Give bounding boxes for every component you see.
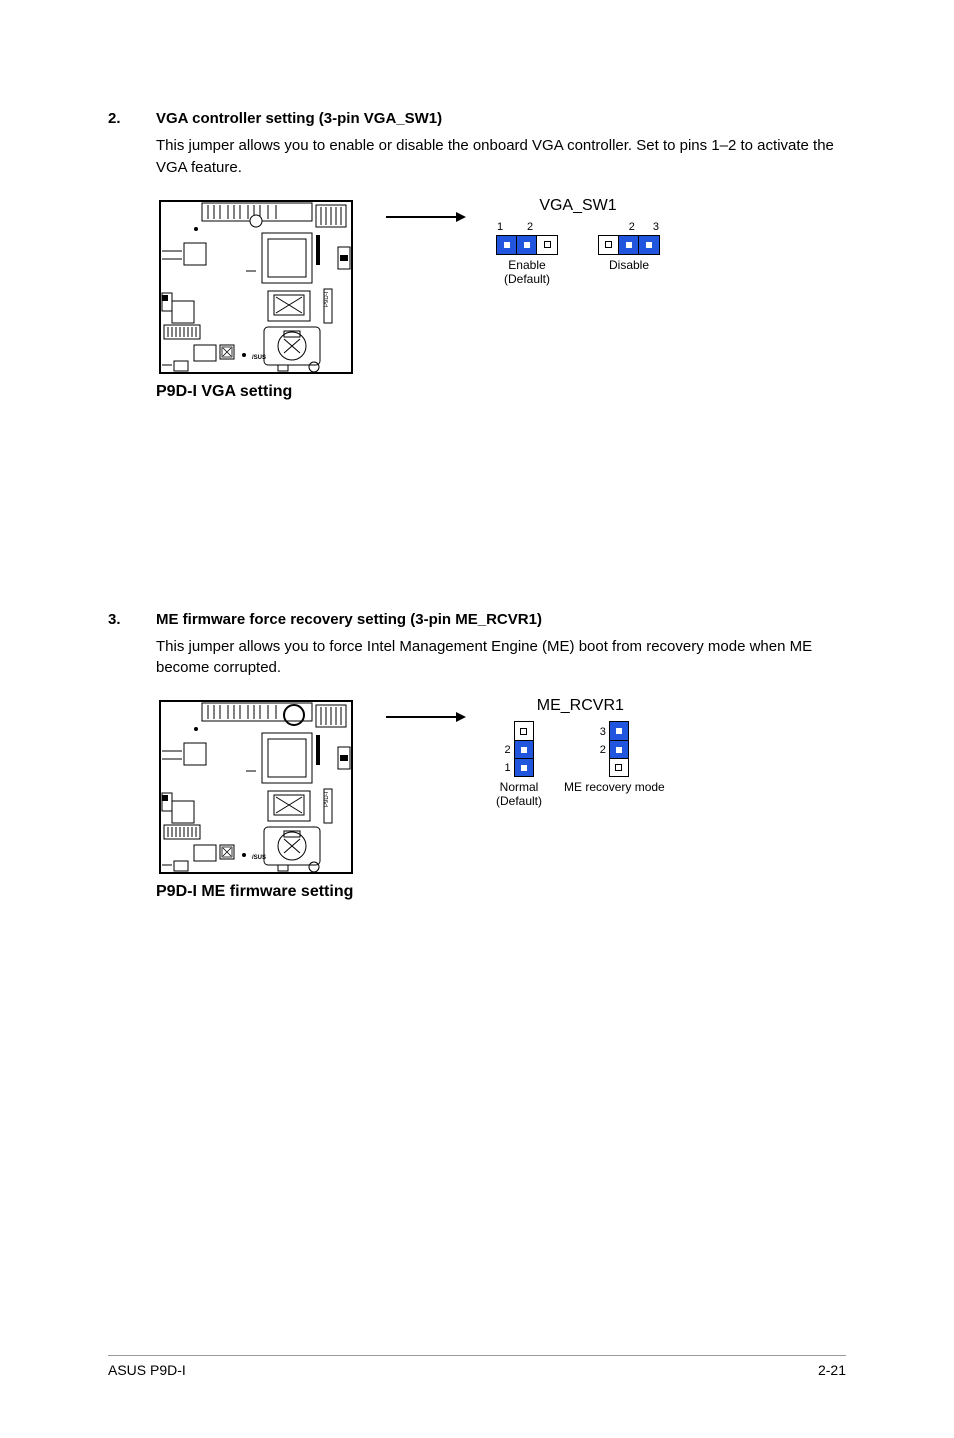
jumper-diagram: ME_RCVR1 1 2 — [496, 697, 665, 809]
pin-spacer — [600, 759, 606, 777]
pin — [610, 722, 628, 740]
pin-labels: 2 3 — [599, 221, 659, 233]
section-body: This jumper allows you to force Intel Ma… — [156, 636, 846, 680]
diagram-row: P9D-I /SUS P9D-I — [156, 697, 846, 901]
jumper-label-line: ME recovery mode — [564, 780, 665, 794]
pin — [517, 236, 537, 254]
pin-labels: 1 2 — [497, 221, 557, 233]
pin-spacer — [504, 723, 510, 741]
section-number: 3. — [108, 611, 156, 628]
section-title: VGA controller setting (3-pin VGA_SW1) — [156, 110, 442, 127]
jumper-option-recovery: 2 3 ME recovery mode — [564, 721, 665, 794]
section-title: ME firmware force recovery setting (3-pi… — [156, 611, 542, 628]
section-vga: 2. VGA controller setting (3-pin VGA_SW1… — [108, 110, 846, 401]
pin-num: 2 — [629, 221, 635, 233]
footer-left: ASUS P9D-I — [108, 1362, 186, 1378]
pin-group — [496, 235, 558, 255]
jumper-label-line: Enable — [504, 258, 550, 272]
jumper-label-line: (Default) — [496, 794, 542, 808]
section-body: This jumper allows you to enable or disa… — [156, 135, 846, 179]
pin-num: 2 — [504, 741, 510, 759]
arrow-icon — [386, 707, 466, 727]
svg-text:P9D-I: P9D-I — [324, 791, 330, 807]
pin — [619, 236, 639, 254]
jumper-option-disable: 2 3 Disable — [598, 221, 660, 272]
pin — [515, 740, 533, 758]
jumper-label: Normal (Default) — [496, 780, 542, 809]
jumper-options: 1 2 Enable (Default) — [496, 221, 660, 287]
pin — [515, 758, 533, 776]
pin — [599, 236, 619, 254]
motherboard-diagram: P9D-I /SUS — [156, 197, 356, 401]
mobo-svg: P9D-I /SUS — [156, 697, 356, 877]
vopt-inner: 1 2 — [504, 721, 533, 777]
vopt-inner: 2 3 — [600, 721, 629, 777]
motherboard-diagram: P9D-I /SUS P9D-I — [156, 697, 356, 901]
page-footer: ASUS P9D-I 2-21 — [108, 1355, 846, 1378]
jumper-label-line: Normal — [496, 780, 542, 794]
mobo-svg: P9D-I /SUS — [156, 197, 356, 377]
pin — [639, 236, 659, 254]
pin-num: 2 — [527, 221, 533, 233]
section-header: 2. VGA controller setting (3-pin VGA_SW1… — [108, 110, 846, 127]
jumper-label: Disable — [609, 258, 649, 272]
diagram-caption: P9D-I ME firmware setting — [156, 883, 356, 901]
section-me: 3. ME firmware force recovery setting (3… — [108, 611, 846, 902]
pin — [515, 722, 533, 740]
arrow-icon — [386, 207, 466, 227]
pin — [497, 236, 517, 254]
section-header: 3. ME firmware force recovery setting (3… — [108, 611, 846, 628]
pin-group — [609, 721, 629, 777]
pin-num: 1 — [504, 759, 510, 777]
diagram-row: P9D-I /SUS — [156, 197, 846, 401]
jumper-name: ME_RCVR1 — [537, 697, 624, 715]
pin — [537, 236, 557, 254]
jumper-option-enable: 1 2 Enable (Default) — [496, 221, 558, 287]
jumper-option-normal: 1 2 Normal (Default) — [496, 721, 542, 809]
svg-text:P9D-I: P9D-I — [324, 291, 330, 307]
pin-num: 2 — [600, 741, 606, 759]
section-number: 2. — [108, 110, 156, 127]
jumper-label-line: (Default) — [504, 272, 550, 286]
pin-group — [598, 235, 660, 255]
pin-num: 3 — [653, 221, 659, 233]
pin-group — [514, 721, 534, 777]
pin-num: 3 — [600, 723, 606, 741]
jumper-label: ME recovery mode — [564, 780, 665, 794]
jumper-diagram: VGA_SW1 1 2 Enable (Default) — [496, 197, 660, 287]
footer-right: 2-21 — [818, 1362, 846, 1378]
pin-labels: 2 3 — [600, 723, 606, 777]
jumper-label-line: Disable — [609, 258, 649, 272]
diagram-caption: P9D-I VGA setting — [156, 383, 356, 401]
jumper-label: Enable (Default) — [504, 258, 550, 287]
pin — [610, 758, 628, 776]
pin — [610, 740, 628, 758]
jumper-options: 1 2 Normal (Default) — [496, 721, 665, 809]
pin-num: 1 — [497, 221, 503, 233]
jumper-name: VGA_SW1 — [539, 197, 616, 215]
pin-labels: 1 2 — [504, 723, 510, 777]
